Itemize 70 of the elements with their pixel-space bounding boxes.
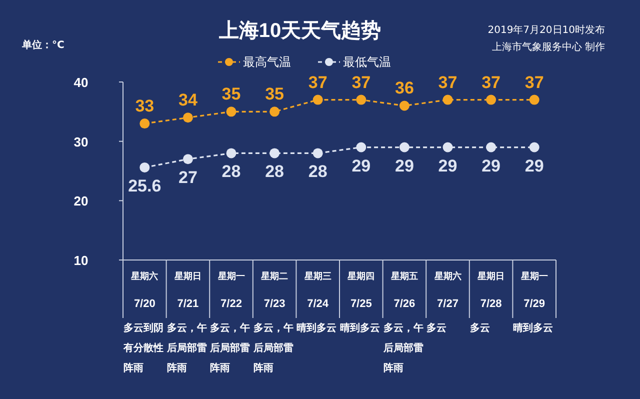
y-axis-title: 单位：°C — [21, 39, 64, 51]
point — [356, 94, 366, 105]
category-label: 星期一 7/22 — [218, 271, 245, 310]
category-label: 星期二 7/23 — [261, 271, 288, 310]
point — [356, 142, 366, 152]
text: 晴到多云 — [513, 322, 554, 334]
point — [399, 100, 410, 111]
category-label: 星期四 7/25 — [348, 271, 375, 310]
point — [442, 142, 453, 152]
text: 晴到多云 — [340, 322, 380, 334]
data-label: 29 — [352, 156, 371, 176]
y-tick-label: 40 — [74, 75, 88, 90]
data-label: 29 — [482, 156, 501, 176]
text: 多云，午后局部雷阵雨 — [382, 322, 424, 374]
point — [529, 142, 540, 152]
category-label: 星期日 7/21 — [174, 271, 202, 310]
data-label: 33 — [135, 96, 154, 116]
point — [270, 148, 280, 158]
data-label: 28 — [308, 162, 328, 182]
legend-label: 最低气温 — [343, 55, 391, 69]
y-tick-label: 10 — [74, 253, 88, 268]
point — [486, 94, 496, 105]
data-label: 37 — [524, 72, 544, 92]
legend-label: 最高气温 — [243, 55, 291, 69]
data-label: 37 — [352, 72, 371, 92]
point — [486, 142, 496, 152]
data-label: 35 — [265, 84, 284, 104]
data-label: 37 — [482, 72, 501, 92]
data-label: 28 — [222, 162, 241, 182]
category-label: 星期六 7/20 — [131, 271, 158, 310]
data-label: 34 — [178, 90, 198, 110]
point — [226, 148, 236, 158]
data-label: 29 — [394, 156, 414, 176]
text: 多云，午后局部雷阵雨 — [209, 322, 250, 374]
text: 2019年7月20日10时发布 — [488, 24, 605, 36]
text: 晴到多云 — [296, 322, 337, 334]
data-label: 29 — [438, 156, 458, 176]
data-label: 29 — [524, 156, 544, 176]
category-label: 星期五 7/26 — [390, 271, 418, 310]
data-label: 37 — [438, 72, 458, 92]
y-tick-label: 30 — [74, 134, 88, 150]
text: 多云到阴有分散性阵雨 — [122, 322, 164, 374]
data-label: 27 — [178, 168, 198, 188]
point — [182, 154, 193, 164]
point — [442, 94, 453, 105]
text: 上海市气象服务中心 制作 — [492, 41, 605, 53]
data-label: 35 — [222, 84, 241, 104]
text: 多云，午后局部雷阵雨 — [166, 322, 207, 374]
point — [226, 106, 236, 117]
category-label: 星期六 7/27 — [434, 271, 462, 310]
y-tick-label: 20 — [74, 194, 88, 209]
point — [182, 112, 193, 123]
data-label: 36 — [394, 78, 414, 98]
point — [312, 94, 323, 105]
text: 多云 — [426, 322, 447, 334]
data-label: 37 — [308, 72, 328, 92]
category-label: 星期日 7/28 — [478, 271, 505, 310]
category-label: 星期一 7/29 — [520, 271, 548, 310]
point — [140, 118, 150, 129]
text: 多云，午后局部雷阵雨 — [252, 322, 294, 374]
category-label: 星期三 7/24 — [304, 271, 332, 310]
point — [312, 148, 323, 158]
point — [270, 106, 280, 117]
point — [140, 162, 150, 172]
chart-title: 上海10天天气趋势 — [218, 20, 382, 42]
point — [399, 142, 410, 152]
data-label: 28 — [265, 162, 284, 182]
text: 多云 — [470, 322, 490, 334]
point — [529, 94, 540, 105]
data-label: 25.6 — [128, 176, 162, 196]
